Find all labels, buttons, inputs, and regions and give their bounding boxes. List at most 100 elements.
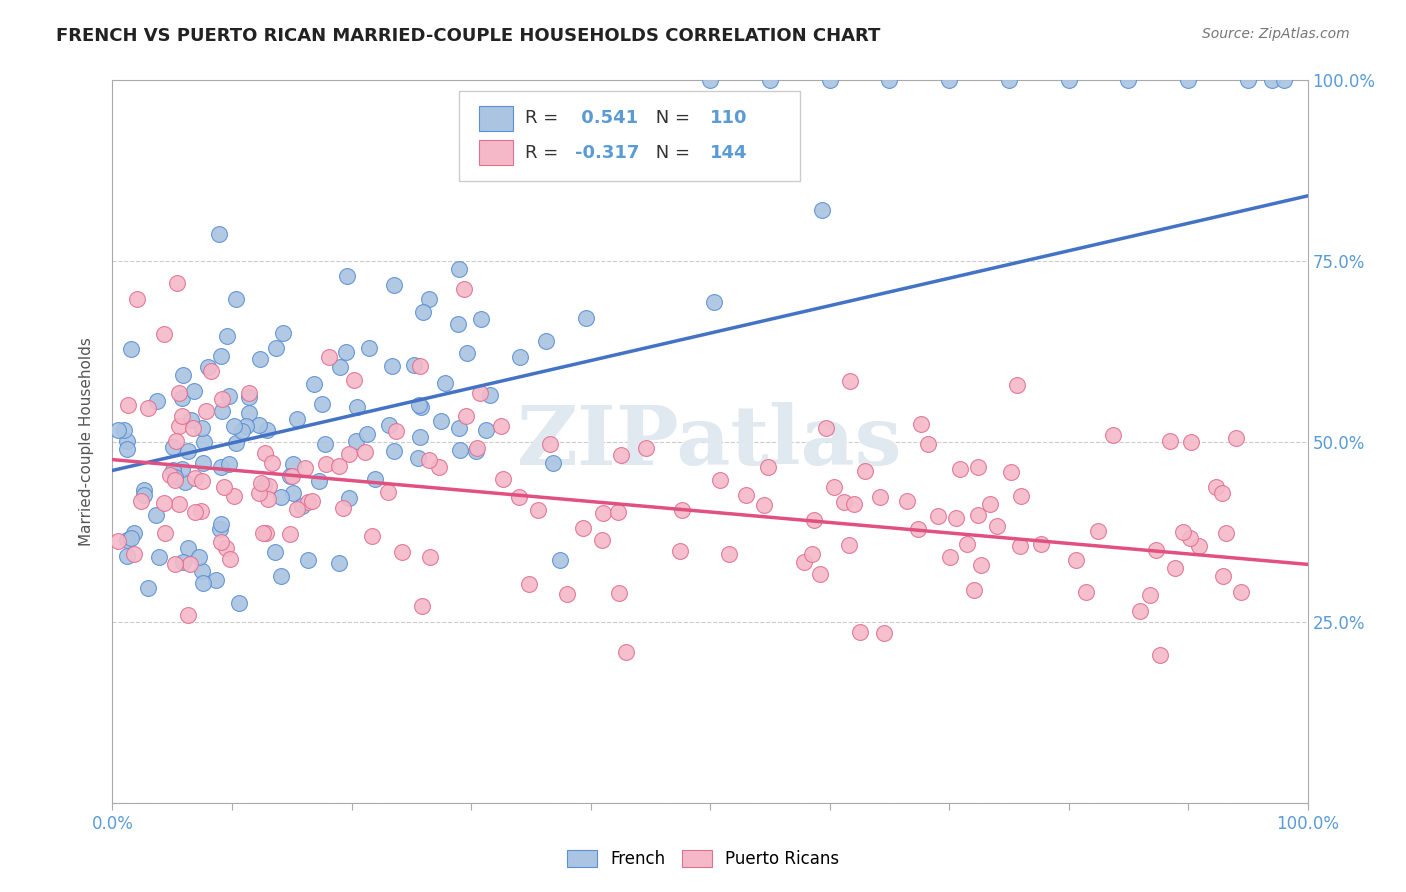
Point [1139,588,1161,602]
Point [1144,543,1167,558]
Point [145,508,167,522]
Point [470,386,492,401]
Point [357,342,380,356]
Point [328,458,350,473]
Point [332,501,354,516]
Text: R =: R = [524,109,564,127]
Point [962,582,984,597]
Point [153,326,176,341]
Point [184,470,207,484]
Point [910,417,932,431]
Point [122,547,145,561]
Point [1212,569,1234,583]
Point [572,521,595,535]
Point [172,409,194,424]
FancyBboxPatch shape [479,105,513,131]
Point [939,549,962,564]
Point [756,460,779,475]
Point [896,494,918,508]
Point [215,328,238,343]
Point [247,486,270,500]
Point [115,434,138,448]
Point [927,508,949,523]
Point [214,480,236,494]
Point [1211,485,1233,500]
Point [301,494,323,508]
Point [209,534,232,549]
Point [285,412,308,426]
Point [193,456,215,470]
Point [273,326,295,340]
Point [938,73,960,87]
Point [489,419,512,434]
Point [183,384,205,398]
Point [575,311,598,326]
Point [1177,73,1199,87]
Point [153,525,176,540]
Point [264,341,287,355]
Point [136,401,159,416]
Point [117,442,139,457]
Point [844,497,866,511]
Point [172,392,194,406]
Point [190,504,212,518]
Point [225,292,247,306]
Point [254,446,277,460]
Point [167,386,190,401]
Point [228,596,250,610]
Point [115,549,138,563]
Point [1149,648,1171,662]
Point [1237,73,1260,87]
Point [209,516,232,531]
Point [671,503,693,517]
Point [465,441,488,455]
Point [508,491,530,505]
Point [336,268,359,283]
Point [384,424,406,438]
Point [280,468,302,483]
Point [162,463,184,477]
Point [966,508,988,523]
Legend: French, Puerto Ricans: French, Puerto Ricans [560,843,846,875]
Point [211,392,233,406]
Point [872,626,894,640]
Point [254,525,277,540]
Point [408,399,430,413]
Point [238,390,260,404]
Point [148,549,170,564]
Point [1005,378,1028,392]
Point [1057,73,1080,87]
Point [382,277,405,292]
Point [517,577,540,591]
Point [1230,585,1253,599]
FancyBboxPatch shape [458,91,800,181]
Point [184,505,207,519]
Point [297,553,319,567]
Point [191,421,214,435]
Point [222,489,245,503]
Point [969,558,991,572]
Point [449,442,471,457]
Point [1076,584,1098,599]
Point [717,547,740,561]
Point [281,457,304,471]
Point [607,505,630,519]
Point [849,625,872,640]
Point [129,494,152,508]
Point [302,377,325,392]
Point [280,468,302,483]
Point [430,414,453,428]
Point [249,352,271,367]
Point [197,359,219,374]
Point [419,549,441,564]
Y-axis label: Married-couple Households: Married-couple Households [79,337,94,546]
Text: 144: 144 [710,144,748,161]
Point [314,437,336,451]
Point [1129,605,1152,619]
Point [381,359,404,373]
Point [1261,73,1284,87]
Point [607,585,630,599]
Point [337,491,360,505]
Point [120,342,142,356]
Point [427,460,450,475]
